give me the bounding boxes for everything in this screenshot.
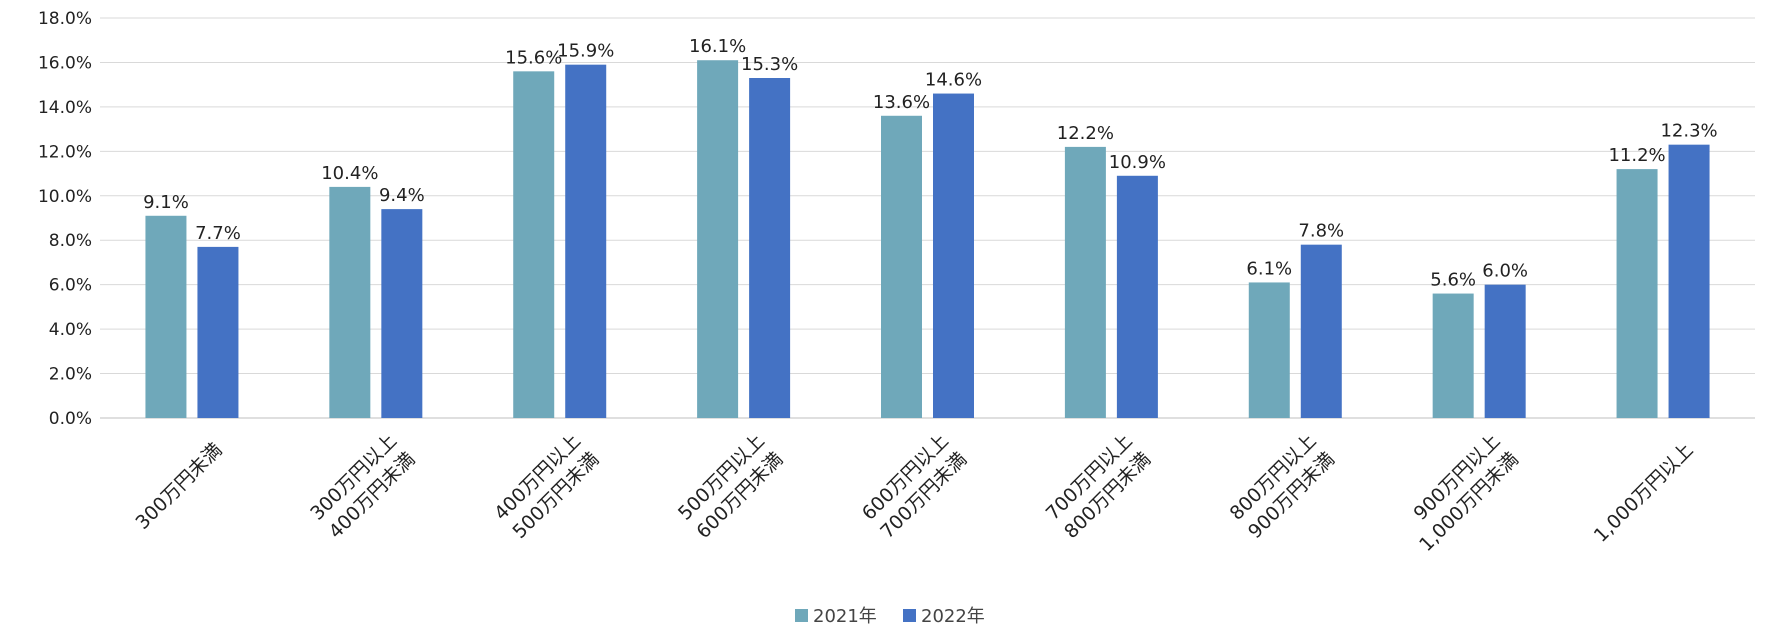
data-label: 9.4%: [379, 185, 425, 206]
bar-series1: [1616, 169, 1658, 418]
data-label: 9.1%: [143, 192, 189, 213]
data-label: 7.7%: [195, 223, 241, 244]
data-label: 15.6%: [505, 47, 562, 68]
y-tick-label: 18.0%: [38, 9, 92, 29]
legend: 2021年 2022年: [795, 606, 985, 627]
data-label: 10.9%: [1109, 152, 1166, 173]
bar-series2: [1484, 284, 1526, 418]
y-axis: 0.0% 2.0% 4.0% 6.0% 8.0% 10.0% 12.0% 14.0% 16.0%…: [38, 9, 92, 429]
bar-series2: [1668, 144, 1710, 418]
data-label: 10.4%: [321, 163, 378, 184]
bar-series1: [881, 115, 922, 419]
bar-series1: [1064, 146, 1106, 418]
data-label: 12.3%: [1660, 121, 1717, 142]
y-tick-label: 6.0%: [49, 276, 92, 296]
bar-series2: [381, 209, 423, 418]
category-label-line: 1,000万円以上: [1590, 439, 1698, 547]
bar-series1: [1248, 282, 1290, 418]
bar-series2: [1300, 244, 1342, 418]
bars: [145, 60, 1710, 419]
y-tick-label: 12.0%: [38, 142, 92, 162]
bar-series1: [697, 60, 739, 418]
bar-series2: [749, 78, 791, 418]
data-label: 11.2%: [1608, 145, 1665, 166]
y-tick-label: 10.0%: [38, 187, 92, 207]
legend-swatch: [795, 609, 808, 622]
data-label: 12.2%: [1057, 123, 1114, 144]
data-label: 14.6%: [925, 70, 982, 91]
data-label: 13.6%: [873, 92, 930, 113]
legend-label: 2022年: [921, 606, 985, 627]
data-labels: 9.1% 7.7% 10.4%9.4% 15.6%15.9% 16.1%15.3% 13.…: [143, 36, 1718, 290]
y-tick-label: 8.0%: [49, 231, 92, 251]
bar-series2: [565, 64, 607, 419]
bar-series2: [1116, 175, 1158, 418]
data-label: 16.1%: [689, 36, 746, 57]
bar-series2: [197, 246, 239, 418]
legend-swatch: [903, 609, 916, 622]
category-label: 300万円未満: [131, 439, 226, 534]
bar-series1: [1432, 293, 1474, 418]
bar-series1: [513, 71, 555, 418]
legend-label: 2021年: [813, 606, 877, 627]
bar-series1: [329, 186, 371, 418]
data-label: 6.1%: [1246, 258, 1292, 279]
data-label: 15.3%: [741, 54, 798, 75]
category-label-line: 300万円未満: [131, 439, 226, 534]
y-tick-label: 4.0%: [49, 320, 92, 340]
data-label: 6.0%: [1482, 261, 1528, 282]
data-label: 15.9%: [557, 41, 614, 62]
bar-series1: [145, 215, 187, 418]
gridlines: [100, 17, 1755, 419]
bar-series2: [933, 93, 974, 419]
y-tick-label: 16.0%: [38, 53, 92, 73]
y-tick-label: 0.0%: [49, 409, 92, 429]
y-tick-label: 2.0%: [49, 365, 92, 385]
y-tick-label: 14.0%: [38, 98, 92, 118]
category-label: 1,000万円以上: [1590, 439, 1698, 547]
data-label: 7.8%: [1298, 221, 1344, 242]
data-label: 5.6%: [1430, 270, 1476, 291]
